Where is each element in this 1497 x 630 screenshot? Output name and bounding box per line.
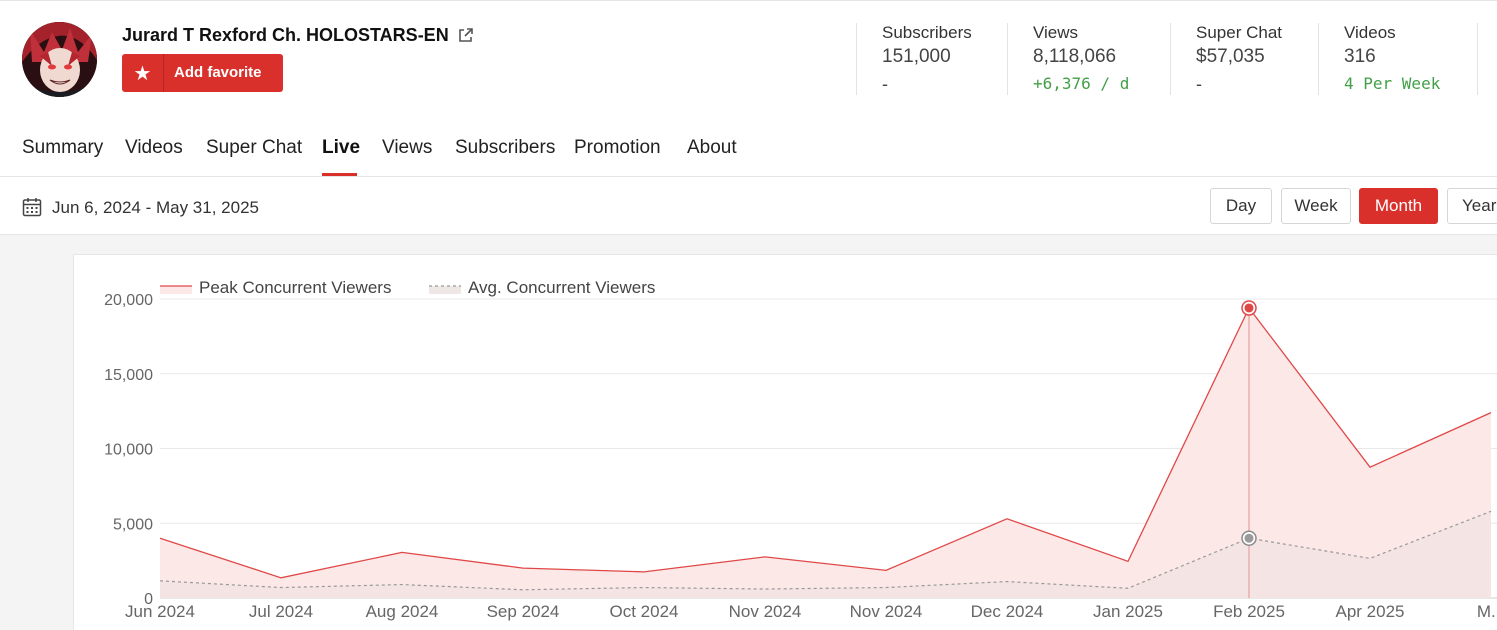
stat-value: $57,035 bbox=[1196, 46, 1265, 67]
channel-avatar[interactable] bbox=[22, 22, 97, 97]
stat-label: Subscribers bbox=[882, 23, 972, 42]
x-tick-label: Feb 2025 bbox=[1213, 602, 1285, 621]
stat-divider bbox=[1477, 23, 1478, 95]
tab-live[interactable]: Live bbox=[322, 137, 361, 158]
star-icon: ★ bbox=[122, 54, 164, 92]
tab-videos[interactable]: Videos bbox=[125, 137, 183, 158]
add-favorite-button[interactable]: ★ Add favorite bbox=[122, 54, 283, 92]
channel-name[interactable]: Jurard T Rexford Ch. HOLOSTARS-EN bbox=[122, 25, 449, 45]
stat-value: 316 bbox=[1344, 46, 1376, 67]
chart-legend: Peak Concurrent Viewers Avg. Concurrent V… bbox=[160, 278, 655, 297]
avg-area bbox=[160, 511, 1491, 598]
x-tick-label: Aug 2024 bbox=[366, 602, 439, 621]
stat-label: Videos bbox=[1344, 23, 1396, 42]
stat-label: Super Chat bbox=[1196, 23, 1282, 42]
x-tick-label: M... bbox=[1477, 602, 1497, 621]
date-toolbar: Jun 6, 2024 - May 31, 2025 Day Week Mont… bbox=[0, 177, 1497, 235]
avg-point-dot bbox=[1244, 533, 1254, 543]
legend-swatch-peak-fill bbox=[160, 286, 192, 294]
x-tick-label: Nov 2024 bbox=[729, 602, 802, 621]
x-tick-label: Oct 2024 bbox=[610, 602, 679, 621]
tab-about[interactable]: About bbox=[687, 137, 737, 158]
peak-line bbox=[159, 306, 1492, 579]
date-range-picker[interactable]: Jun 6, 2024 - May 31, 2025 bbox=[52, 198, 259, 217]
x-tick-label: Apr 2025 bbox=[1336, 602, 1405, 621]
y-tick-label: 0 bbox=[144, 591, 153, 608]
stat-videos: Videos 316 4 Per Week bbox=[1318, 23, 1440, 95]
period-month-button[interactable]: Month bbox=[1359, 188, 1438, 224]
y-tick-label: 15,000 bbox=[104, 367, 153, 384]
stat-sub: - bbox=[1196, 74, 1202, 94]
tab-views[interactable]: Views bbox=[382, 137, 433, 158]
active-tab-indicator bbox=[322, 173, 357, 176]
stat-value: 151,000 bbox=[882, 46, 951, 67]
x-tick-label: Sep 2024 bbox=[487, 602, 560, 621]
y-tick-label: 5,000 bbox=[113, 516, 153, 533]
peak-point-dot bbox=[1244, 303, 1254, 313]
legend-swatch-avg-fill bbox=[429, 286, 461, 294]
x-tick-label: Jun 2024 bbox=[125, 602, 195, 621]
tab-subscribers[interactable]: Subscribers bbox=[455, 137, 556, 158]
y-tick-label: 20,000 bbox=[104, 292, 153, 309]
tab-promotion[interactable]: Promotion bbox=[574, 137, 661, 158]
stat-sub: - bbox=[882, 74, 888, 94]
stat-value: 8,118,066 bbox=[1033, 46, 1117, 67]
x-tick-label: Jul 2024 bbox=[249, 602, 313, 621]
tab-super-chat[interactable]: Super Chat bbox=[206, 137, 303, 158]
stat-label: Views bbox=[1033, 23, 1079, 42]
period-day-button[interactable]: Day bbox=[1210, 188, 1272, 224]
channel-header: Jurard T Rexford Ch. HOLOSTARS-EN ★ Add … bbox=[0, 0, 1497, 118]
calendar-icon[interactable] bbox=[22, 197, 42, 217]
channel-tabs: Summary Videos Super Chat Live Views Sub… bbox=[0, 118, 1497, 177]
period-week-button[interactable]: Week bbox=[1281, 188, 1351, 224]
period-year-button[interactable]: Year bbox=[1447, 188, 1497, 224]
stat-super-chat: Super Chat $57,035 - bbox=[1170, 23, 1282, 95]
x-tick-label: Nov 2024 bbox=[850, 602, 923, 621]
legend-label-avg: Avg. Concurrent Viewers bbox=[468, 278, 655, 297]
legend-label-peak: Peak Concurrent Viewers bbox=[199, 278, 391, 297]
tab-summary[interactable]: Summary bbox=[22, 137, 104, 158]
peak-area bbox=[160, 307, 1491, 598]
x-tick-label: Jan 2025 bbox=[1093, 602, 1163, 621]
avg-line bbox=[159, 510, 1492, 591]
stat-sub: +6,376 / d bbox=[1033, 74, 1130, 93]
x-tick-label: Dec 2024 bbox=[971, 602, 1044, 621]
add-favorite-label: Add favorite bbox=[174, 64, 262, 81]
stat-subscribers: Subscribers 151,000 - bbox=[856, 23, 972, 95]
y-tick-label: 10,000 bbox=[104, 442, 153, 459]
chart-plot-area: 0 5,000 10,000 15,000 20,000 Jun 2024 Jul 2024… bbox=[104, 292, 1497, 621]
stat-views: Views 8,118,066 +6,376 / d bbox=[1007, 23, 1129, 95]
stat-sub: 4 Per Week bbox=[1344, 74, 1441, 93]
external-link-icon[interactable] bbox=[457, 27, 474, 44]
avatar-illustration bbox=[22, 22, 97, 97]
